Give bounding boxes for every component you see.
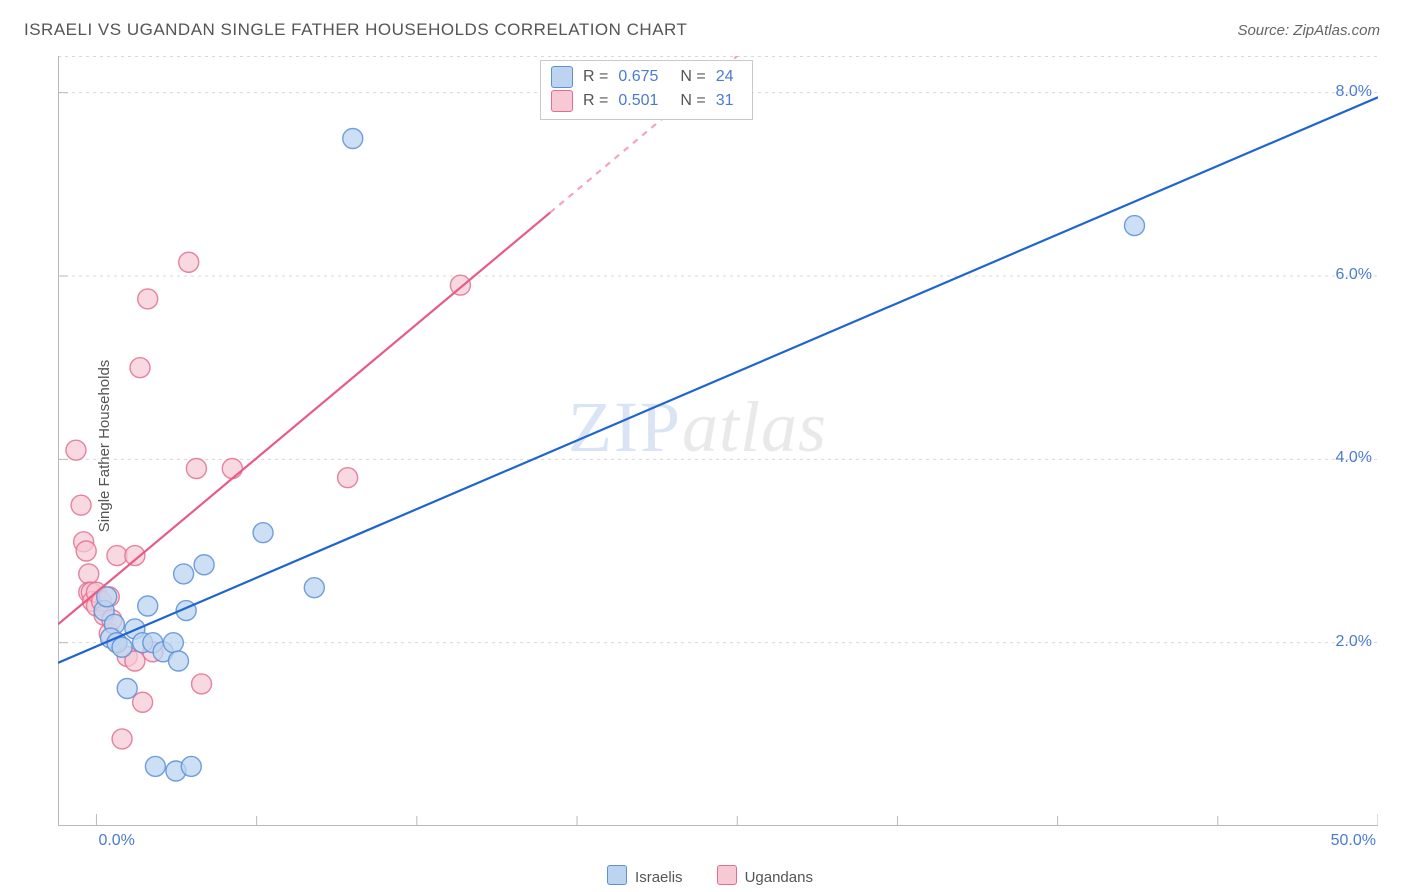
legend-n-label: N = (680, 68, 705, 86)
legend-series-label: Ugandans (745, 869, 813, 886)
legend-r-value: 0.675 (618, 68, 670, 86)
legend-n-value: 24 (716, 68, 742, 86)
legend-swatch (607, 865, 627, 885)
legend-n-value: 31 (716, 92, 742, 110)
legend-r-label: R = (583, 92, 608, 110)
axis-tick-label: 0.0% (98, 832, 134, 850)
axis-tick-label: 8.0% (1336, 83, 1372, 101)
legend-swatch (717, 865, 737, 885)
series-legend: Israelis Ugandans (0, 865, 1406, 886)
plot-area: ZIPatlas R =0.675N =24R =0.501N =31 (58, 56, 1378, 826)
chart-title: ISRAELI VS UGANDAN SINGLE FATHER HOUSEHO… (24, 20, 687, 40)
axis-tick-label: 2.0% (1336, 633, 1372, 651)
legend-n-label: N = (680, 92, 705, 110)
legend-r-value: 0.501 (618, 92, 670, 110)
legend-swatch (551, 90, 573, 112)
legend-row: R = 0.675 N = 24 (551, 65, 742, 89)
chart-container: ISRAELI VS UGANDAN SINGLE FATHER HOUSEHO… (0, 0, 1406, 892)
legend-row: R = 0.501 N = 31 (551, 89, 742, 113)
chart-svg (58, 56, 1378, 826)
axis-tick-label: 6.0% (1336, 266, 1372, 284)
legend-series-label: Israelis (635, 869, 683, 886)
legend-r-label: R = (583, 68, 608, 86)
axis-tick-label: 50.0% (1331, 832, 1376, 850)
source-attribution: Source: ZipAtlas.com (1237, 22, 1380, 39)
correlation-legend: R = 0.675 N = 24 R = 0.501 N = 31 (540, 60, 753, 120)
axis-tick-label: 4.0% (1336, 449, 1372, 467)
legend-swatch (551, 66, 573, 88)
